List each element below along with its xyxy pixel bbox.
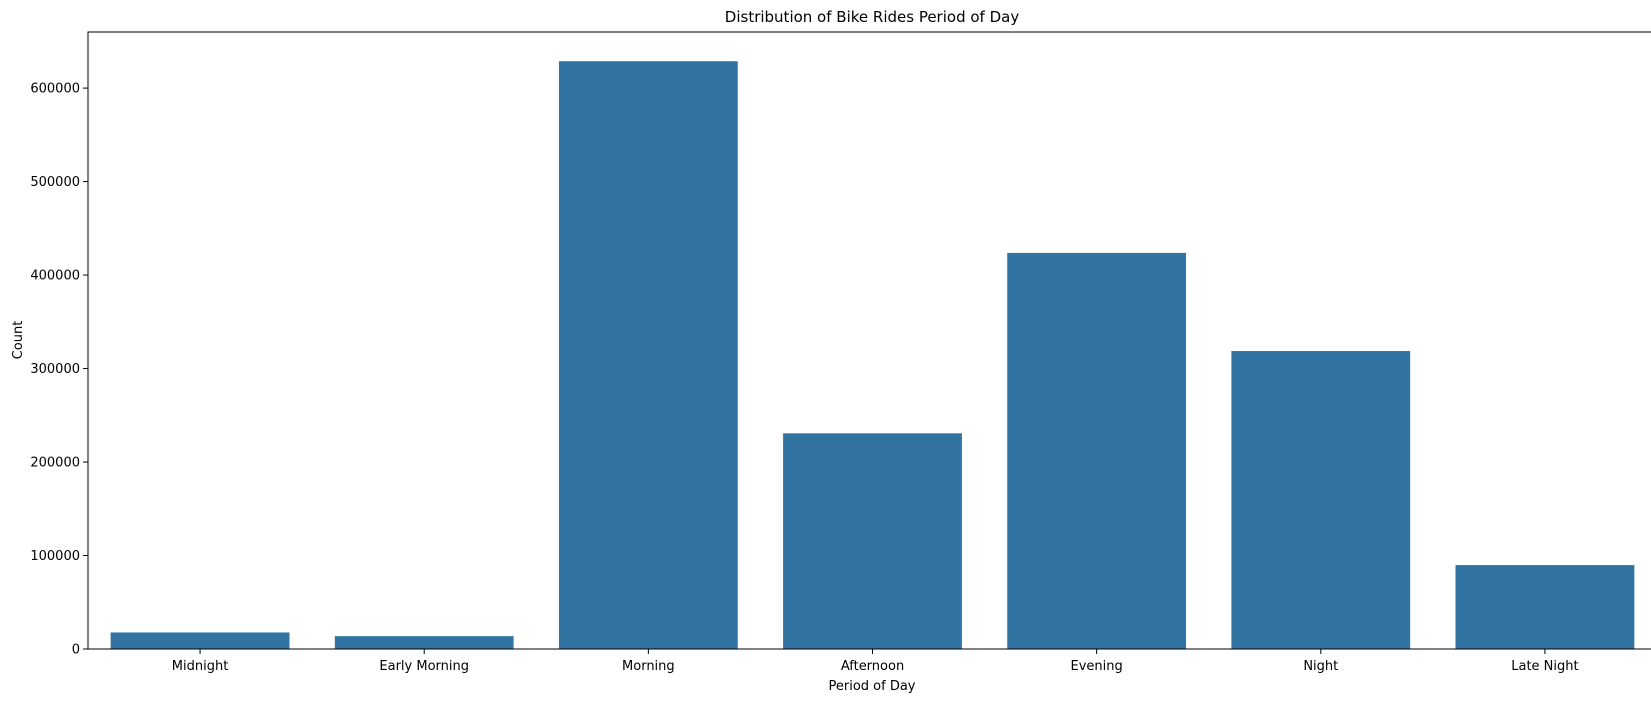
y-tick-label: 500000 — [30, 175, 80, 190]
y-tick-label: 200000 — [30, 456, 80, 471]
x-tick-label: Afternoon — [841, 659, 904, 674]
y-tick-label: 400000 — [30, 269, 80, 284]
plot-frame — [87, 31, 1651, 650]
y-tick-label: 300000 — [30, 362, 80, 377]
bar-morning — [558, 60, 739, 650]
x-tick-label: Night — [1303, 659, 1338, 674]
x-tick-label: Evening — [1071, 659, 1123, 674]
bars-layer — [110, 60, 1635, 650]
bar-late-night — [1455, 564, 1635, 650]
bar-early-morning — [334, 635, 515, 650]
y-tick-label: 100000 — [30, 549, 80, 564]
y-tick-label: 0 — [72, 643, 80, 658]
x-axis-ticks: Midnight Early Morning Morning Afternoon Eve… — [172, 649, 1579, 674]
x-tick-label: Morning — [622, 659, 675, 674]
y-axis-label: Count — [11, 321, 26, 360]
x-tick-label: Early Morning — [379, 659, 469, 674]
bar-afternoon — [782, 432, 963, 650]
bar-night — [1230, 350, 1411, 650]
bar-evening — [1006, 252, 1187, 650]
x-tick-label: Late Night — [1511, 659, 1578, 674]
chart-title: Distribution of Bike Rides Period of Day — [725, 8, 1020, 26]
y-tick-label: 600000 — [30, 82, 80, 97]
x-axis-label: Period of Day — [828, 679, 915, 694]
bar-midnight — [110, 631, 290, 650]
y-axis-ticks: 0 100000 200000 300000 400000 500000 600000 — [30, 82, 88, 658]
x-tick-label: Midnight — [172, 659, 229, 674]
